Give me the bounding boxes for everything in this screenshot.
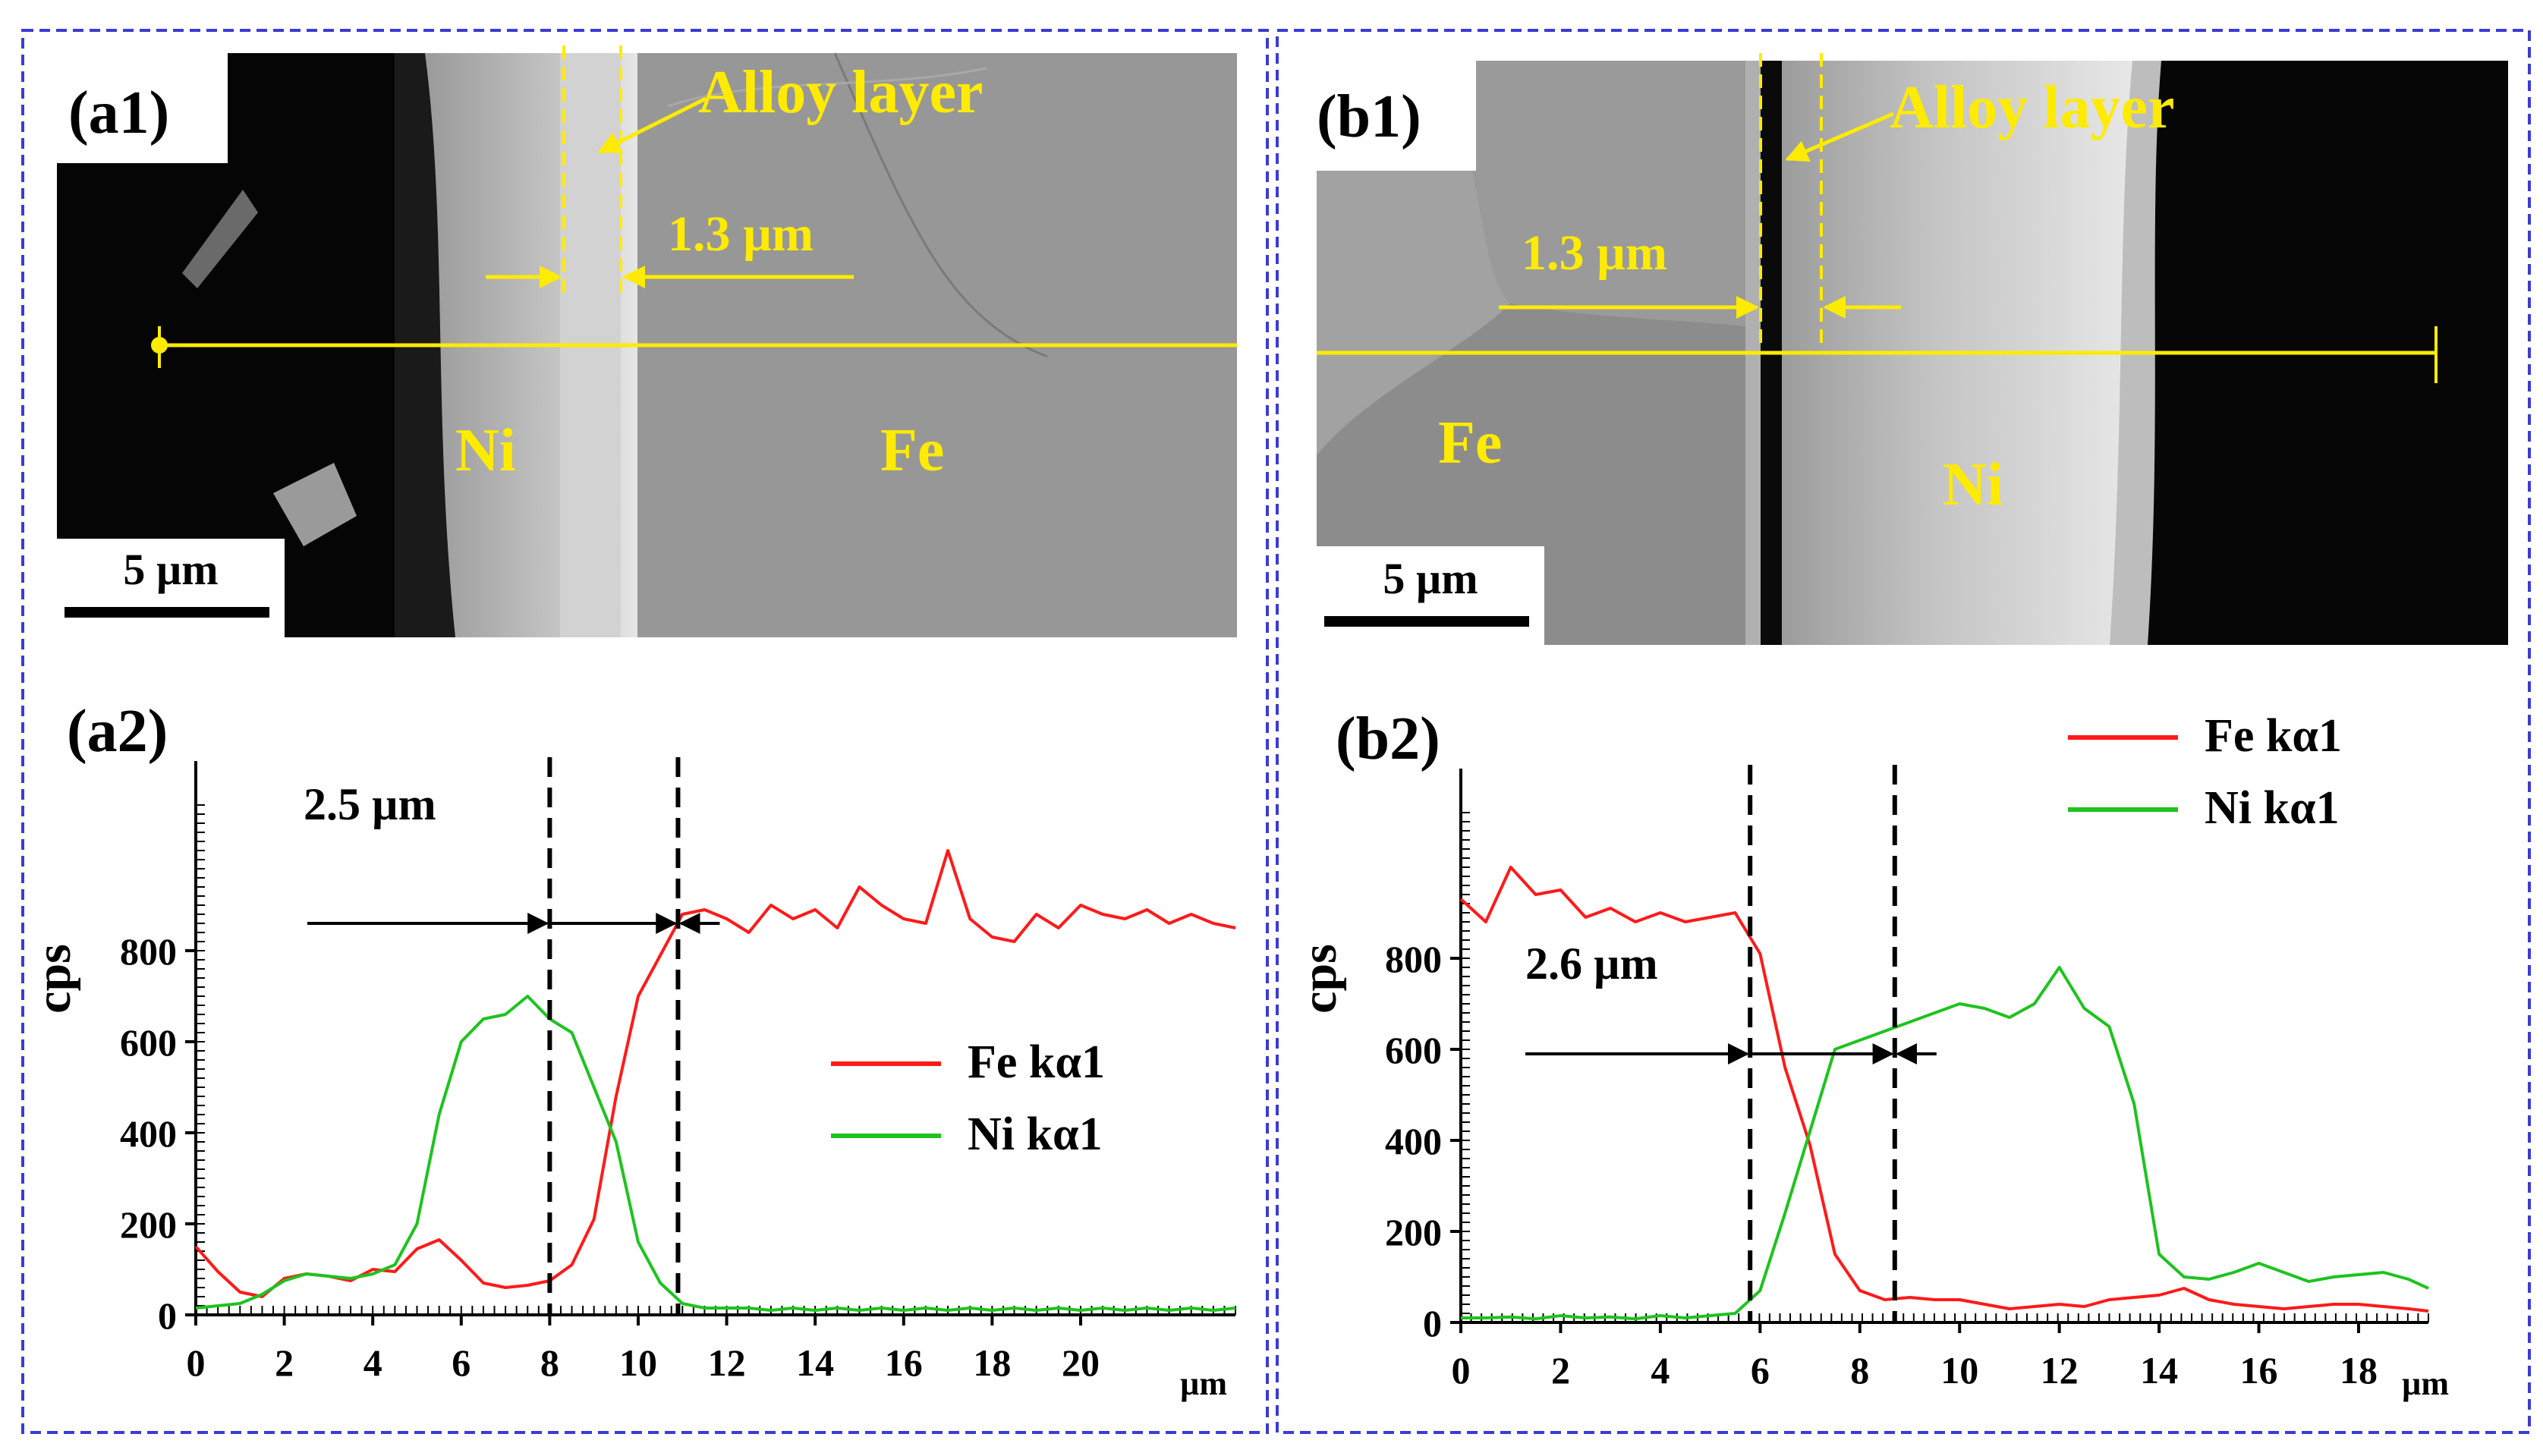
region-label-left-a1: Ni [455, 417, 516, 484]
x-tick-label-b2: 14 [2140, 1349, 2178, 1392]
span-label-b2: 2.6 µm [1525, 939, 1658, 989]
width-label-b1: 1.3 µm [1522, 225, 1667, 281]
y-axis-label-b2: cps [1292, 944, 1347, 1014]
y-tick-label-a2: 0 [158, 1294, 177, 1337]
x-tick-label-a2: 8 [540, 1341, 559, 1384]
legend-label-fe-b2: Fe kα1 [2205, 710, 2342, 762]
y-axis-label-a2: cps [26, 944, 81, 1014]
y-tick-label-a2: 600 [120, 1021, 177, 1064]
alloy-pointer-b1 [1785, 112, 1894, 162]
y-tick-label-a2: 200 [120, 1203, 177, 1246]
x-unit-label-b2: µm [2402, 1365, 2449, 1402]
x-tick-label-a2: 0 [187, 1341, 206, 1384]
panel-label-a2: (a2) [67, 698, 168, 765]
region-label-right-a1: Fe [880, 417, 944, 484]
series-line-fe-a2 [194, 849, 1236, 1298]
linescan-chart-b2: 0 2 4 6 8 10 12 14 16 18 0 200 400 600 800 µm cps (b2) 2.6… [1292, 706, 2449, 1402]
x-tick-label-a2: 10 [619, 1341, 657, 1384]
legend-label-ni-a2: Ni kα1 [968, 1109, 1103, 1160]
span-label-a2: 2.5 µm [304, 779, 436, 829]
y-tick-label-b2: 400 [1385, 1120, 1442, 1162]
region-label-right-b1: Ni [1943, 451, 2003, 518]
x-tick-label-a2: 2 [275, 1341, 294, 1384]
x-tick-label-a2: 4 [364, 1341, 382, 1384]
x-tick-label-a2: 12 [708, 1341, 746, 1384]
width-label-a1: 1.3 µm [668, 206, 814, 262]
series-line-fe-b2 [1459, 866, 2429, 1313]
y-tick-label-b2: 800 [1385, 938, 1442, 980]
panel-label-b2: (b2) [1336, 706, 1440, 772]
legend-label-ni-b2: Ni kα1 [2205, 782, 2340, 834]
x-tick-label-b2: 6 [1751, 1349, 1770, 1392]
x-tick-label-b2: 2 [1551, 1349, 1570, 1392]
x-unit-label-a2: µm [1180, 1365, 1227, 1402]
sem-label-b1: (b1) [1317, 83, 1421, 150]
alloy-label-b1: Alloy layer [1890, 74, 2174, 141]
scale-bar-a1 [65, 607, 269, 618]
y-tick-label-b2: 0 [1423, 1302, 1442, 1344]
x-tick-label-a2: 14 [796, 1341, 834, 1384]
x-tick-label-b2: 4 [1651, 1349, 1670, 1392]
x-tick-label-b2: 8 [1850, 1349, 1869, 1392]
x-tick-label-b2: 18 [2340, 1349, 2378, 1392]
panel-frame-left [21, 29, 1269, 1434]
linescan-chart-a2: 0 2 4 6 8 10 12 14 16 18 200200400600800µmcps(a2)2… [26, 698, 1236, 1402]
x-tick-label-b2: 10 [1940, 1349, 1978, 1392]
x-tick-label-b2: 12 [2041, 1349, 2079, 1392]
x-tick-label-b2: 0 [1452, 1349, 1471, 1392]
x-tick-label-a2: 20 [1062, 1341, 1100, 1384]
x-tick-label-a2: 18 [973, 1341, 1011, 1384]
y-tick-label-a2: 800 [120, 930, 177, 973]
alloy-label-a1: Alloy layer [698, 59, 983, 126]
linescan-start-dot-a1 [151, 337, 168, 354]
x-tick-label-b2: 16 [2240, 1349, 2278, 1392]
x-tick-label-a2: 6 [452, 1341, 471, 1384]
scale-label-b1: 5 µm [1383, 554, 1478, 603]
series-line-ni-b2 [1461, 966, 2429, 1321]
y-tick-label-b2: 200 [1385, 1211, 1442, 1253]
panel-frame-right [1276, 29, 2531, 1434]
x-tick-label-a2: 16 [885, 1341, 923, 1384]
y-tick-label-b2: 600 [1385, 1029, 1442, 1071]
series-line-ni-a2 [195, 995, 1236, 1312]
region-label-left-b1: Fe [1438, 410, 1502, 476]
sem-label-a1: (a1) [68, 80, 169, 146]
alloy-pointer-a1 [597, 96, 707, 154]
y-tick-label-a2: 400 [120, 1112, 177, 1155]
scale-bar-b1 [1324, 616, 1529, 627]
scale-label-a1: 5 µm [123, 545, 218, 594]
legend-label-fe-a2: Fe kα1 [968, 1036, 1105, 1088]
